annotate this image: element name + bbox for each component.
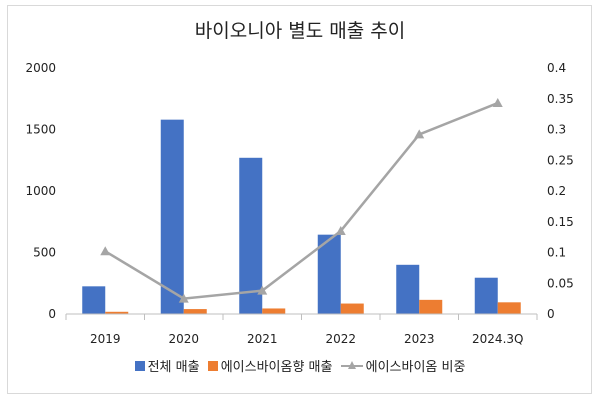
legend: 전체 매출 에이스바이옴향 매출 에이스바이옴 비중 (0, 356, 600, 375)
legend-item-acebiome-sales: 에이스바이옴향 매출 (207, 356, 333, 375)
right-axis-tick-label: 0.2 (547, 184, 566, 198)
chart-title: 바이오니아 별도 매출 추이 (194, 20, 406, 42)
bar (239, 157, 263, 314)
left-axis-tick-label: 2000 (25, 61, 56, 75)
line-point-triangle (492, 98, 503, 108)
bar (340, 303, 364, 314)
bar (262, 308, 286, 314)
bar (317, 234, 341, 314)
right-axis-tick-label: 0.3 (547, 123, 566, 137)
left-axis-tick-label: 500 (33, 246, 56, 260)
line-point-triangle (335, 225, 346, 235)
legend-label: 전체 매출 (147, 360, 200, 375)
line-point-triangle (100, 246, 111, 256)
left-axis-tick-label: 1500 (25, 123, 56, 137)
line-point-triangle (257, 285, 268, 295)
x-axis-tick-label: 2022 (325, 332, 356, 346)
legend-swatch-blue (134, 360, 145, 371)
legend-line-triangle-icon (340, 360, 363, 371)
bar (105, 311, 129, 314)
chart-frame (7, 5, 592, 394)
right-axis-tick-label: 0 (547, 307, 555, 321)
right-axis-tick-label: 0.35 (547, 92, 574, 106)
x-axis-tick-label: 2024.3Q (472, 332, 523, 346)
x-axis-tick-label: 2023 (404, 332, 435, 346)
legend-label: 에이스바이옴 비중 (365, 360, 466, 375)
legend-label: 에이스바이옴향 매출 (220, 360, 333, 375)
bar (419, 299, 443, 314)
right-axis-tick-label: 0.25 (547, 153, 574, 167)
right-axis-tick-label: 0.4 (547, 61, 566, 75)
bar (497, 302, 521, 314)
x-axis-tick-label: 2020 (168, 332, 199, 346)
legend-item-total-sales: 전체 매출 (134, 356, 200, 375)
left-axis-tick-label: 0 (48, 307, 56, 321)
bar (82, 286, 106, 314)
legend-swatch-orange (207, 360, 218, 371)
line-point-triangle (178, 293, 189, 303)
bar (183, 309, 207, 314)
bar (474, 277, 498, 314)
x-axis-tick-label: 2021 (247, 332, 278, 346)
line-point-triangle (414, 129, 425, 139)
right-axis-tick-label: 0.15 (547, 215, 574, 229)
x-axis-tick-label: 2019 (90, 332, 121, 346)
legend-item-acebiome-share: 에이스바이옴 비중 (340, 356, 466, 375)
left-axis-tick-label: 1000 (25, 184, 56, 198)
bar (160, 119, 184, 314)
series-line (104, 101, 499, 300)
bar (396, 264, 420, 314)
right-axis-tick-label: 0.1 (547, 246, 566, 260)
right-axis-tick-label: 0.05 (547, 276, 574, 290)
